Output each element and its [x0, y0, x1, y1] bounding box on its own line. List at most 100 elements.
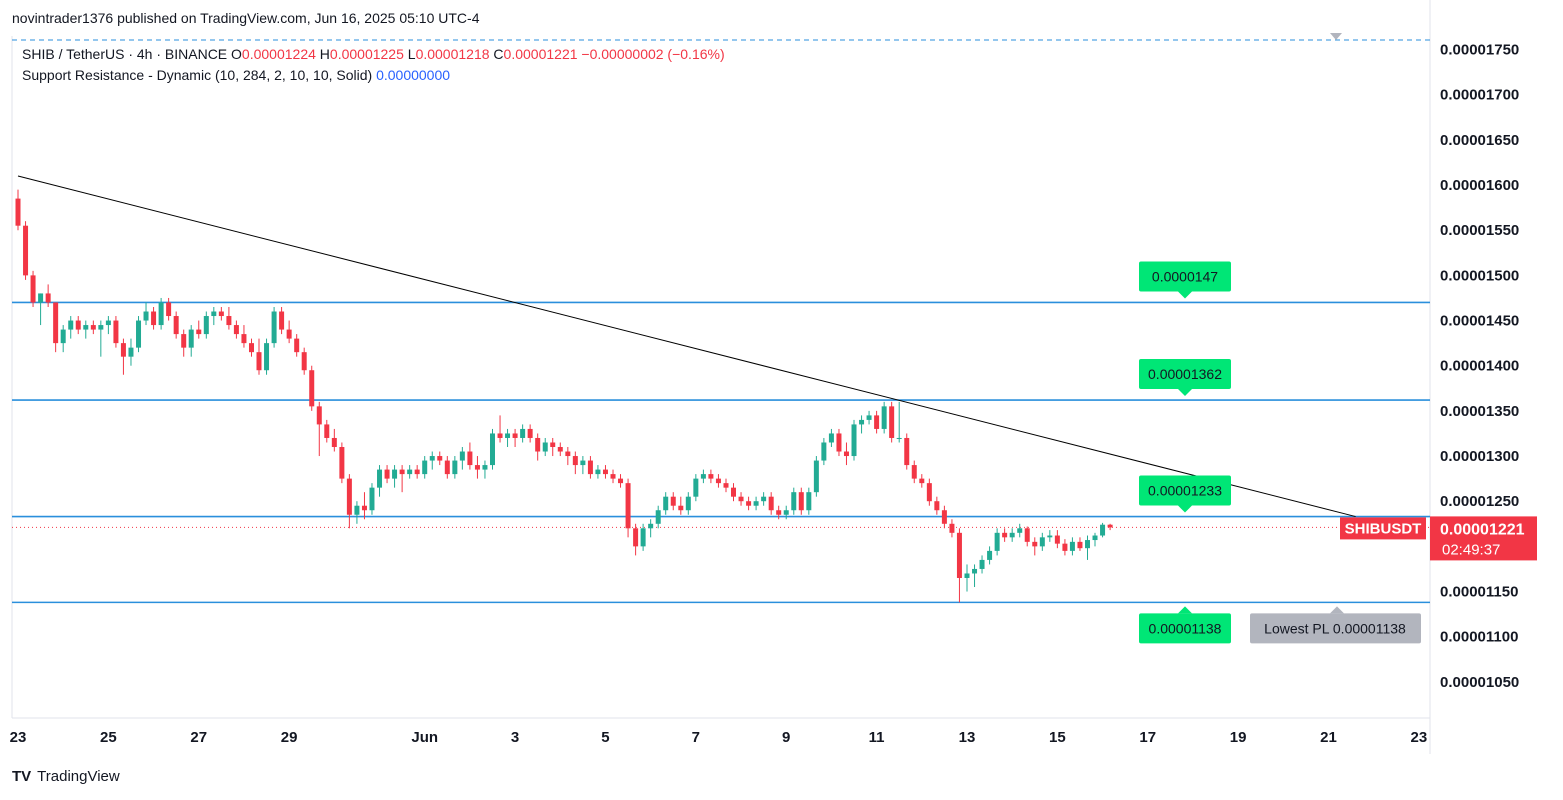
- candle-up: [520, 428, 526, 438]
- change-value: −0.00000002 (−0.16%): [581, 46, 724, 62]
- level-label-box: [1139, 261, 1231, 292]
- y-tick-label: 0.00001100: [1440, 629, 1518, 646]
- candle-down: [1024, 528, 1030, 542]
- y-tick-label: 0.00001700: [1440, 87, 1519, 104]
- candle-up: [866, 415, 872, 420]
- candle-down: [746, 501, 752, 506]
- y-tick-label: 0.00001650: [1440, 132, 1519, 149]
- level-label-box: [1139, 475, 1231, 506]
- publish-line: novintrader1376 published on TradingView…: [12, 10, 480, 26]
- footer-brand[interactable]: TV TradingView: [12, 768, 120, 785]
- current-price-text: 0.00001221: [1440, 521, 1525, 538]
- tradingview-brand: TradingView: [37, 768, 120, 785]
- candle-down: [23, 225, 29, 276]
- candle-up: [1069, 541, 1075, 551]
- candle-down: [1107, 524, 1113, 528]
- candle-up: [700, 474, 706, 479]
- candle-up: [452, 460, 458, 475]
- level-label-pointer-icon: [1178, 606, 1192, 614]
- close-value: 0.00001221: [504, 46, 582, 62]
- candle-down: [384, 469, 390, 479]
- candle-up: [429, 456, 435, 461]
- candle-down: [467, 451, 473, 466]
- symbol-tag-text: SHIBUSDT: [1345, 520, 1422, 537]
- candle-down: [241, 334, 247, 344]
- level-label-box: [1139, 613, 1231, 644]
- candle-up: [881, 406, 887, 429]
- indicator-name: Support Resistance - Dynamic (10, 284, 2…: [22, 67, 376, 83]
- high-value: 0.00001225: [330, 46, 408, 62]
- candle-down: [173, 316, 179, 335]
- candle-up: [377, 469, 383, 488]
- tradingview-logo-icon: TV: [12, 768, 32, 785]
- candle-down: [798, 492, 804, 511]
- candle-down: [587, 460, 593, 475]
- candle-up: [482, 465, 488, 470]
- candle-down: [301, 352, 307, 371]
- candle-down: [218, 311, 224, 317]
- x-tick-label: 5: [601, 729, 609, 746]
- candle-down: [286, 329, 292, 339]
- lowest-pl-pointer-icon: [1330, 606, 1344, 614]
- y-tick-label: 0.00001150: [1440, 584, 1518, 601]
- candle-up: [38, 293, 44, 303]
- x-tick-label: 7: [692, 729, 700, 746]
- candle-down: [248, 343, 254, 353]
- candle-up: [821, 442, 827, 461]
- y-tick-label: 0.00001750: [1440, 42, 1519, 59]
- x-tick-label: 29: [281, 729, 298, 746]
- candle-down: [1077, 541, 1083, 549]
- candle-down: [1032, 541, 1038, 547]
- candle-up: [505, 433, 511, 438]
- x-tick-label: 25: [100, 729, 117, 746]
- candle-down: [956, 532, 962, 578]
- candle-down: [181, 334, 187, 348]
- published-header: novintrader1376 published on TradingView…: [12, 10, 480, 26]
- countdown-text: 02:49:37: [1442, 541, 1500, 558]
- candle-down: [768, 496, 774, 511]
- candle-down: [889, 406, 895, 438]
- high-label: H: [320, 46, 330, 62]
- candle-up: [83, 325, 89, 330]
- y-tick-label: 0.00001600: [1440, 177, 1519, 194]
- candle-up: [791, 492, 797, 511]
- x-tick-label: 19: [1230, 729, 1247, 746]
- x-tick-label: 23: [10, 729, 27, 746]
- candle-up: [979, 559, 985, 569]
- candle-down: [346, 478, 352, 515]
- candle-down: [527, 428, 533, 438]
- close-label: C: [493, 46, 503, 62]
- y-tick-label: 0.00001300: [1440, 448, 1519, 465]
- candle-up: [369, 487, 375, 511]
- candle-up: [828, 433, 834, 443]
- level-label-text: 0.00001138: [1149, 620, 1222, 636]
- candle-down: [919, 478, 925, 484]
- candle-down: [233, 325, 239, 335]
- candle-up: [264, 343, 270, 371]
- candle-down: [565, 451, 571, 457]
- candle-down: [309, 370, 315, 407]
- candle-up: [354, 505, 360, 515]
- candle-up: [158, 302, 164, 326]
- candle-up: [1100, 524, 1106, 536]
- indicator-legend: Support Resistance - Dynamic (10, 284, 2…: [22, 67, 450, 83]
- candle-up: [188, 329, 194, 348]
- candle-up: [105, 320, 111, 326]
- candle-down: [843, 451, 849, 457]
- candle-up: [407, 469, 413, 475]
- candles-group: [15, 189, 1113, 603]
- candle-down: [941, 510, 947, 524]
- candle-down: [151, 311, 157, 326]
- candle-down: [294, 338, 300, 353]
- candle-down: [625, 483, 631, 529]
- level-label-text: 0.00001362: [1148, 366, 1222, 382]
- candle-up: [542, 442, 548, 452]
- candle-up: [98, 325, 104, 330]
- candle-up: [761, 496, 767, 502]
- candle-up: [685, 496, 691, 511]
- candle-down: [874, 415, 880, 429]
- candle-up: [595, 469, 601, 475]
- candle-down: [550, 442, 556, 448]
- x-tick-label: Jun: [411, 729, 438, 746]
